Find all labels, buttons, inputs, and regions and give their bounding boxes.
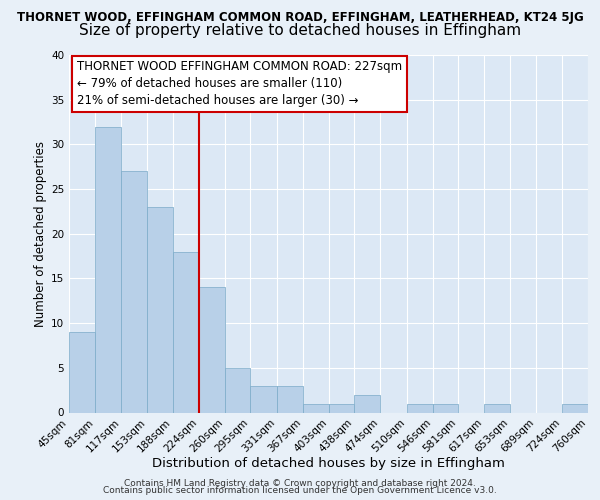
Bar: [225, 368, 250, 412]
Bar: [69, 332, 95, 412]
Text: THORNET WOOD EFFINGHAM COMMON ROAD: 227sqm
← 79% of detached houses are smaller : THORNET WOOD EFFINGHAM COMMON ROAD: 227s…: [77, 60, 402, 108]
Bar: [173, 252, 199, 412]
Bar: [562, 404, 588, 412]
Bar: [354, 394, 380, 412]
Text: Contains public sector information licensed under the Open Government Licence v3: Contains public sector information licen…: [103, 486, 497, 495]
Text: THORNET WOOD, EFFINGHAM COMMON ROAD, EFFINGHAM, LEATHERHEAD, KT24 5JG: THORNET WOOD, EFFINGHAM COMMON ROAD, EFF…: [17, 11, 583, 24]
Bar: [484, 404, 511, 412]
Text: Contains HM Land Registry data © Crown copyright and database right 2024.: Contains HM Land Registry data © Crown c…: [124, 478, 476, 488]
Bar: [433, 404, 458, 412]
Bar: [121, 171, 148, 412]
Text: Size of property relative to detached houses in Effingham: Size of property relative to detached ho…: [79, 22, 521, 38]
Bar: [329, 404, 354, 412]
X-axis label: Distribution of detached houses by size in Effingham: Distribution of detached houses by size …: [152, 457, 505, 470]
Bar: [303, 404, 329, 412]
Bar: [277, 386, 303, 412]
Bar: [95, 126, 121, 412]
Y-axis label: Number of detached properties: Number of detached properties: [34, 141, 47, 327]
Bar: [407, 404, 433, 412]
Bar: [250, 386, 277, 412]
Bar: [148, 207, 173, 412]
Bar: [199, 288, 225, 412]
